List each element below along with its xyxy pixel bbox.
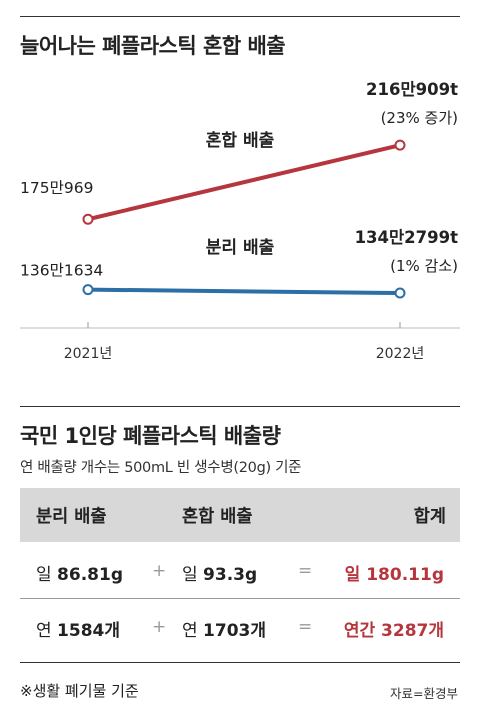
row2-equals: = (298, 617, 313, 637)
row1-separate-prefix: 일 (36, 565, 52, 585)
header-total: 합계 (413, 507, 446, 527)
section-rule (20, 406, 460, 407)
row2-separate-value: 1584개 (57, 621, 121, 641)
series-line (86, 287, 402, 296)
data-point (82, 284, 94, 296)
start-value-label: 175만969 (20, 179, 93, 197)
change-label: (1% 감소) (390, 257, 458, 275)
row1-equals: = (298, 561, 313, 581)
row1-mixed-prefix: 일 (182, 565, 198, 585)
x-tick-label: 2021년 (64, 346, 113, 362)
row2-mixed-prefix: 연 (182, 621, 198, 641)
end-value-label: 216만909t (366, 80, 458, 99)
row2-mixed-value: 1703개 (203, 621, 267, 641)
row2-mixed: 연 1703개 (182, 616, 266, 641)
row2-total: 연간 3287개 (343, 621, 444, 641)
change-label: (23% 증가) (381, 109, 458, 127)
row1-separate: 일 86.81g (36, 560, 123, 585)
data-point (394, 287, 406, 299)
data-point (82, 213, 94, 225)
section2-title: 국민 1인당 폐플라스틱 배출량 (20, 424, 281, 448)
row1-total: 일 180.11g (344, 565, 444, 585)
row1-plus: + (152, 561, 167, 581)
row1-mixed-value: 93.3g (203, 565, 258, 585)
row2-plus: + (152, 617, 167, 637)
series-name-label: 분리 배출 (206, 238, 275, 258)
row-divider (20, 598, 460, 599)
bottom-rule (20, 662, 460, 663)
end-value-label: 134만2799t (355, 228, 459, 247)
row1-separate-value: 86.81g (57, 565, 123, 585)
section2-subtitle: 연 배출량 개수는 500mL 빈 생수병(20g) 기준 (20, 460, 302, 476)
source-credit: 자료=환경부 (390, 686, 458, 701)
series-line (86, 143, 402, 222)
start-value-label: 136만1634 (20, 262, 103, 280)
chart-title: 늘어나는 폐플라스틱 혼합 배출 (20, 34, 286, 58)
table-header: 분리 배출 혼합 배출 합계 (20, 488, 460, 542)
series-name-label: 혼합 배출 (206, 130, 275, 151)
row1-mixed: 일 93.3g (182, 560, 257, 585)
footnote: ※생활 폐기물 기준 (20, 682, 139, 700)
top-rule (20, 16, 460, 17)
header-separate: 분리 배출 (36, 507, 107, 527)
line-chart: 2021년 2022년 혼합 배출 175만969 216만909t (23% 증가) 분리… (20, 80, 460, 362)
header-mixed: 혼합 배출 (182, 507, 253, 527)
x-tick-label: 2022년 (376, 346, 425, 362)
row2-separate: 연 1584개 (36, 616, 120, 641)
data-point (394, 139, 406, 151)
row2-separate-prefix: 연 (36, 621, 52, 641)
